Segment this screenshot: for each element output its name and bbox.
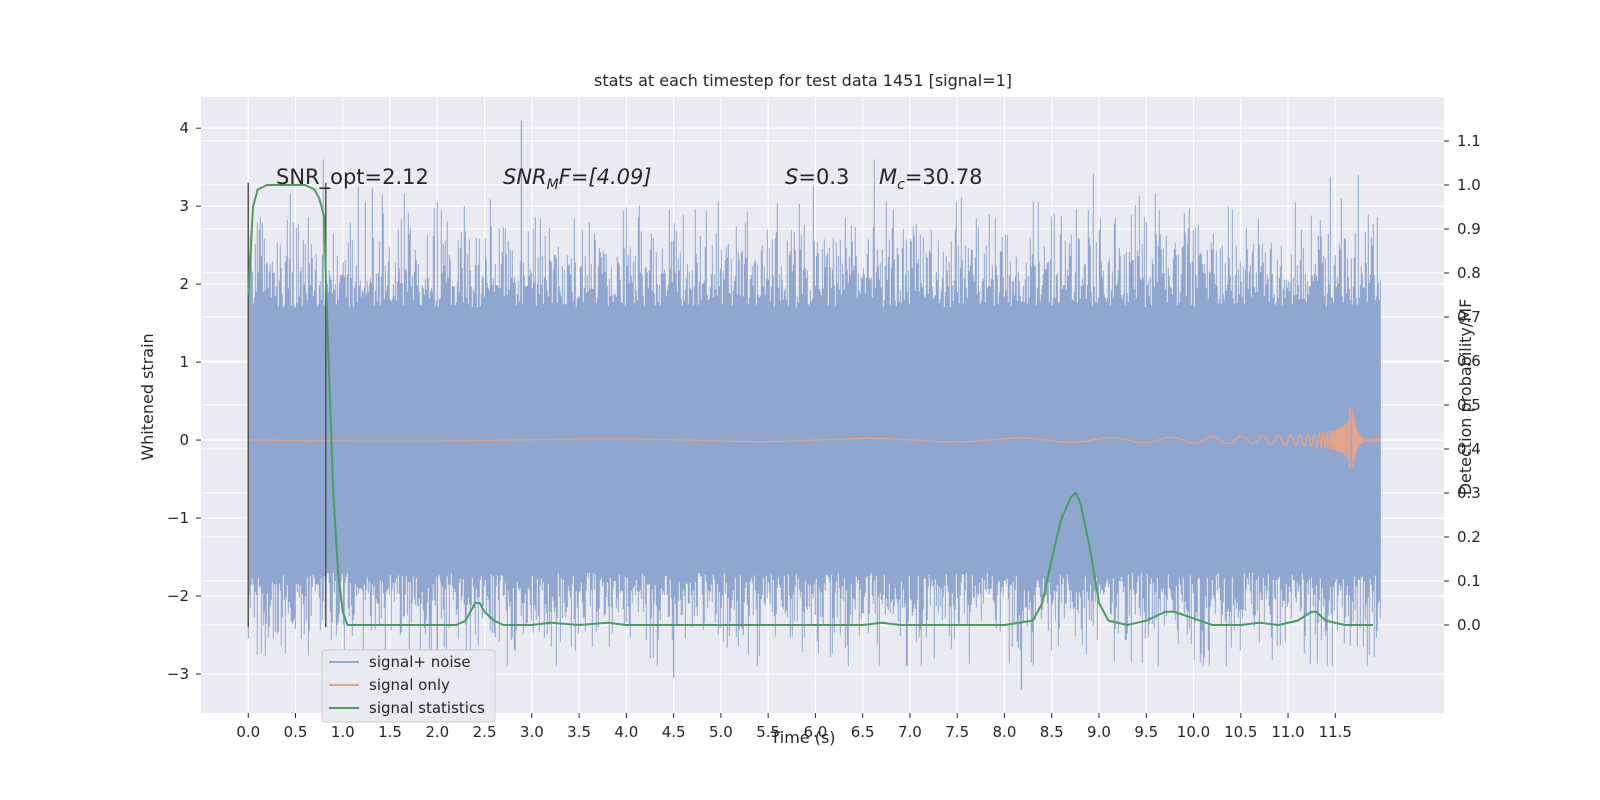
x-tick-label: 8.0	[993, 723, 1017, 741]
x-tick-label: 11.0	[1271, 723, 1304, 741]
right-y-tick-label: 0.9	[1457, 220, 1481, 238]
right-y-tick-label: 0.3	[1457, 484, 1481, 502]
right-y-tick-label: 0.7	[1457, 308, 1481, 326]
x-axis-title: Time (s)	[769, 728, 835, 747]
legend-label-signal-only: signal only	[369, 676, 450, 694]
legend: signal+ noise signal only signal statist…	[321, 649, 496, 723]
x-tick-label: 7.0	[898, 723, 922, 741]
x-tick-label: 0.0	[236, 723, 260, 741]
right-y-tick-label: 0.4	[1457, 440, 1481, 458]
right-y-tick-label: 1.0	[1457, 176, 1481, 194]
annotation-mc: Mc=30.78	[879, 165, 983, 193]
legend-box	[321, 649, 496, 723]
legend-label-signal-noise: signal+ noise	[369, 653, 471, 671]
x-tick-label: 1.5	[378, 723, 402, 741]
right-y-tick-label: 0.6	[1457, 352, 1481, 370]
x-tick-label: 4.0	[614, 723, 638, 741]
left-y-tick-label: 2	[179, 275, 189, 293]
chart-title: stats at each timestep for test data 145…	[594, 71, 1012, 90]
right-y-tick-label: 0.0	[1457, 616, 1481, 634]
annotation-snr-mf: SNRMF=[4.09]	[503, 165, 652, 193]
x-tick-label: 2.5	[473, 723, 497, 741]
left-y-tick-label: 3	[179, 197, 189, 215]
x-tick-label: 11.5	[1319, 723, 1352, 741]
x-tick-label: 0.5	[284, 723, 308, 741]
right-y-tick-label: 0.8	[1457, 264, 1481, 282]
right-y-axis-ticks: 1.1 1.0 0.9 0.8 0.7 0.6 0.5 0.4 0.3 0.2 0.1 0.0	[1444, 132, 1481, 634]
left-y-tick-label: 4	[179, 119, 189, 137]
annotation-snr-opt: SNR_opt=2.12	[276, 165, 429, 190]
x-tick-label: 4.5	[662, 723, 686, 741]
x-tick-label: 10.5	[1224, 723, 1257, 741]
x-tick-label: 1.0	[331, 723, 355, 741]
x-tick-label: 9.5	[1134, 723, 1158, 741]
right-y-tick-label: 0.1	[1457, 572, 1481, 590]
signal-statistics-series	[247, 184, 1374, 626]
signal-only-line	[248, 406, 1382, 469]
legend-label-signal-statistics: signal statistics	[369, 699, 485, 717]
x-tick-label: 3.0	[520, 723, 544, 741]
left-y-tick-label: 0	[179, 431, 189, 449]
right-y-tick-label: 0.5	[1457, 396, 1481, 414]
right-y-tick-label: 1.1	[1457, 132, 1481, 150]
x-tick-label: 9.0	[1087, 723, 1111, 741]
x-tick-label: 5.5	[756, 723, 780, 741]
right-y-axis-title: Detection probability/MF	[1456, 299, 1475, 496]
x-tick-label: 8.5	[1040, 723, 1064, 741]
x-tick-label: 7.5	[945, 723, 969, 741]
x-tick-label: 6.0	[803, 723, 827, 741]
signal-only-series	[248, 406, 1382, 469]
x-tick-label: 3.5	[567, 723, 591, 741]
left-y-tick-label: 1	[179, 353, 189, 371]
left-y-axis-ticks: 4 3 2 1 0 −1 −2 −3	[167, 119, 201, 683]
annotation-s: S=0.3	[785, 165, 849, 189]
left-y-axis-title: Whitened strain	[138, 333, 157, 460]
x-tick-label: 5.0	[709, 723, 733, 741]
left-y-tick-label: −1	[167, 509, 189, 527]
right-y-tick-label: 0.2	[1457, 528, 1481, 546]
left-y-tick-label: −3	[167, 665, 189, 683]
x-tick-label: 2.0	[425, 723, 449, 741]
x-tick-label: 10.0	[1177, 723, 1210, 741]
x-axis-ticks: 0.0 0.5 1.0 1.5 2.0 2.5 3.0 3.5 4.0 4.5 5.0 5.5 6.0 6…	[236, 713, 1352, 741]
x-tick-label: 6.5	[851, 723, 875, 741]
left-y-tick-label: −2	[167, 587, 189, 605]
signal-statistics-line	[247, 184, 1374, 626]
